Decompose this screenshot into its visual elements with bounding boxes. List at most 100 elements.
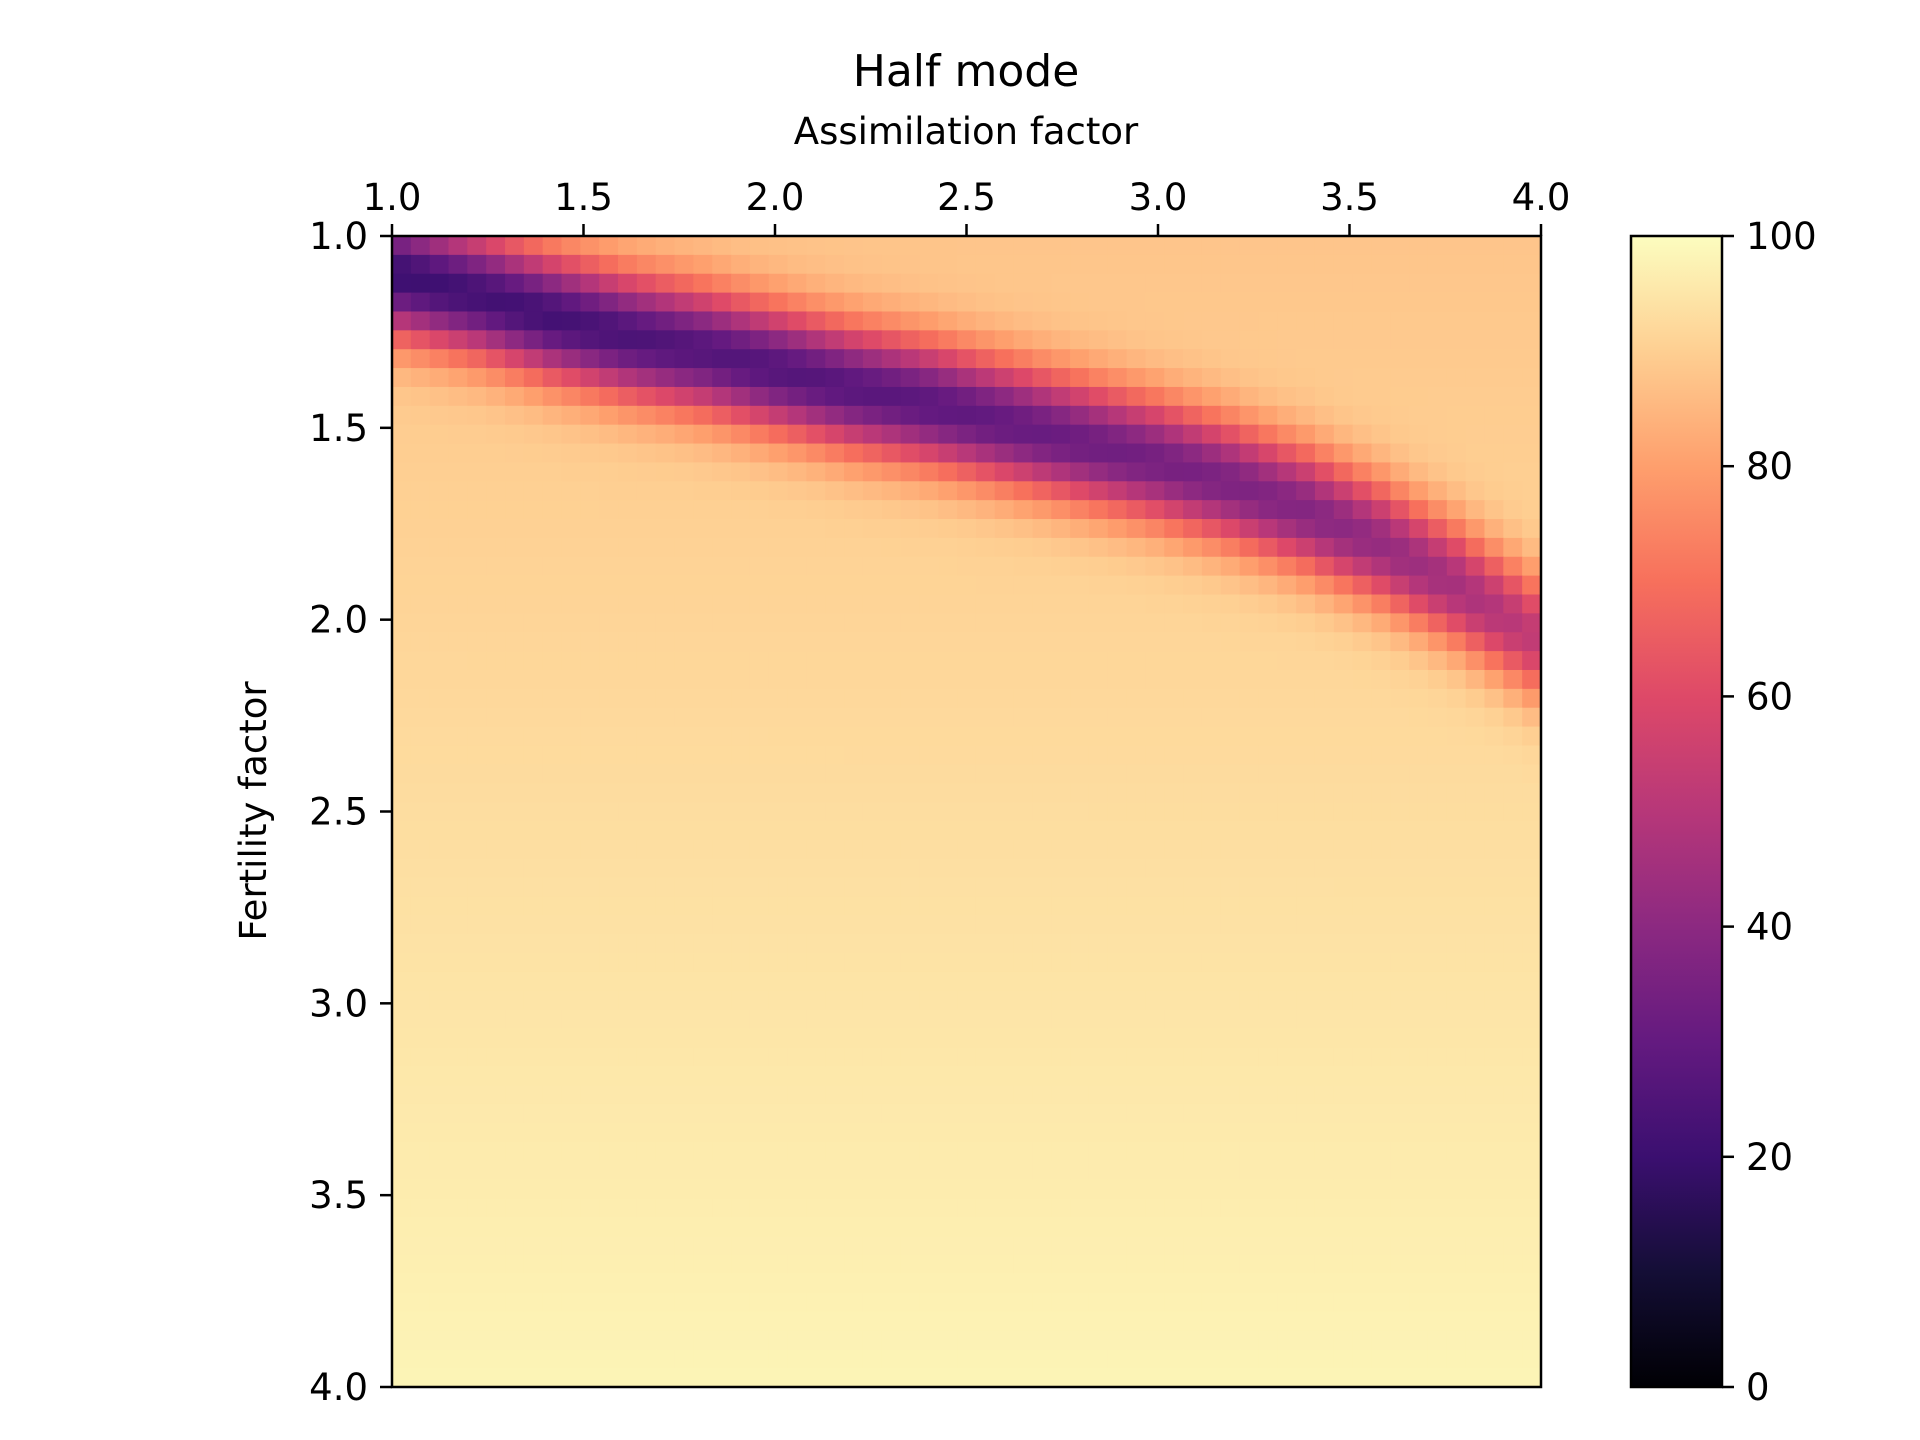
heatmap-cell bbox=[957, 1330, 977, 1350]
heatmap-cell bbox=[1352, 1028, 1373, 1048]
heatmap-cell bbox=[1088, 254, 1109, 275]
heatmap-cell bbox=[1051, 1047, 1071, 1067]
heatmap-cell bbox=[1371, 1141, 1391, 1162]
heatmap-cell bbox=[731, 1330, 751, 1350]
heatmap-cell bbox=[561, 575, 581, 596]
heatmap-cell bbox=[542, 519, 563, 539]
heatmap-cell bbox=[1070, 1273, 1090, 1294]
heatmap-cell bbox=[1427, 745, 1448, 765]
heatmap-cell bbox=[392, 688, 412, 709]
heatmap-cell bbox=[561, 1047, 581, 1067]
heatmap-cell bbox=[1314, 537, 1335, 558]
heatmap-cell bbox=[1013, 1009, 1034, 1030]
heatmap-cell bbox=[1522, 783, 1542, 803]
heatmap-cell bbox=[881, 443, 902, 464]
heatmap-cell bbox=[768, 877, 789, 898]
heatmap-cell bbox=[749, 1349, 770, 1369]
heatmap-cell bbox=[919, 1349, 939, 1369]
heatmap-cell bbox=[1465, 1179, 1486, 1199]
heatmap-cell bbox=[1013, 575, 1034, 596]
heatmap-cell bbox=[844, 726, 864, 747]
heatmap-cell bbox=[486, 839, 506, 860]
heatmap-cell bbox=[448, 556, 468, 577]
heatmap-cell bbox=[1239, 349, 1260, 369]
heatmap-cell bbox=[787, 1273, 807, 1294]
heatmap-cell bbox=[1220, 1066, 1241, 1086]
heatmap-cell bbox=[693, 405, 713, 426]
heatmap-cell bbox=[768, 707, 789, 728]
heatmap-cell bbox=[1484, 1122, 1504, 1143]
heatmap-cell bbox=[542, 424, 563, 445]
heatmap-cell bbox=[1333, 594, 1354, 614]
heatmap-cell bbox=[636, 783, 657, 803]
heatmap-cell bbox=[1258, 1236, 1278, 1256]
heatmap-cell bbox=[580, 707, 600, 728]
heatmap-cell bbox=[844, 783, 864, 803]
heatmap-cell bbox=[486, 971, 506, 992]
heatmap-cell bbox=[429, 386, 450, 407]
heatmap-cell bbox=[523, 443, 544, 464]
heatmap-cell bbox=[1446, 1179, 1467, 1199]
heatmap-cell bbox=[957, 537, 977, 558]
heatmap-cell bbox=[429, 726, 450, 747]
heatmap-cell bbox=[1201, 349, 1222, 369]
heatmap-cell bbox=[1484, 1160, 1504, 1181]
heatmap-cell bbox=[749, 877, 770, 898]
heatmap-cell bbox=[561, 1273, 581, 1294]
heatmap-cell bbox=[1051, 1254, 1071, 1275]
heatmap-cell bbox=[1277, 858, 1297, 879]
heatmap-cell bbox=[1427, 1085, 1448, 1105]
heatmap-cell bbox=[1390, 1066, 1410, 1086]
heatmap-cell bbox=[806, 1103, 826, 1124]
heatmap-cell bbox=[1371, 1236, 1391, 1256]
heatmap-cell bbox=[1314, 311, 1335, 331]
heatmap-cell bbox=[787, 915, 807, 935]
heatmap-cell bbox=[542, 500, 563, 520]
heatmap-cell bbox=[1333, 707, 1354, 728]
heatmap-cell bbox=[749, 1330, 770, 1350]
heatmap-cell bbox=[467, 500, 487, 520]
heatmap-cell bbox=[1088, 726, 1109, 747]
heatmap-cell bbox=[957, 971, 977, 992]
heatmap-cell bbox=[1088, 386, 1109, 407]
heatmap-cell bbox=[618, 783, 638, 803]
heatmap-cell bbox=[1032, 481, 1052, 501]
heatmap-cell bbox=[806, 236, 826, 256]
heatmap-cell bbox=[1465, 311, 1486, 331]
heatmap-cell bbox=[1333, 1047, 1354, 1067]
heatmap-cell bbox=[1013, 462, 1034, 482]
heatmap-cell bbox=[844, 330, 864, 350]
heatmap-cell bbox=[749, 1198, 770, 1218]
heatmap-cell bbox=[1164, 1292, 1184, 1313]
heatmap-cell bbox=[994, 1047, 1015, 1067]
heatmap-cell bbox=[731, 254, 751, 275]
heatmap-cell bbox=[1013, 1330, 1034, 1350]
heatmap-cell bbox=[1333, 1254, 1354, 1275]
heatmap-cell bbox=[1145, 613, 1165, 633]
heatmap-cell bbox=[900, 877, 921, 898]
heatmap-cell bbox=[1446, 311, 1467, 331]
heatmap-cell bbox=[1183, 1141, 1203, 1162]
heatmap-cell bbox=[1239, 1160, 1260, 1181]
heatmap-cell bbox=[674, 575, 694, 596]
heatmap-cell bbox=[787, 292, 807, 313]
heatmap-cell bbox=[1051, 726, 1071, 747]
heatmap-cell bbox=[1371, 1273, 1391, 1294]
heatmap-cell bbox=[599, 1349, 619, 1369]
heatmap-cell bbox=[1220, 311, 1241, 331]
heatmap-cell bbox=[787, 1141, 807, 1162]
heatmap-cell bbox=[1258, 424, 1278, 445]
heatmap-cell bbox=[1013, 1198, 1034, 1218]
heatmap-cell bbox=[787, 764, 807, 784]
heatmap-cell bbox=[862, 669, 883, 690]
heatmap-cell bbox=[486, 537, 506, 558]
heatmap-cell bbox=[1465, 519, 1486, 539]
heatmap-cell bbox=[1371, 613, 1391, 633]
heatmap-cell bbox=[994, 1009, 1015, 1030]
heatmap-cell bbox=[693, 726, 713, 747]
heatmap-cell bbox=[1201, 273, 1222, 294]
heatmap-cell bbox=[429, 1085, 450, 1105]
heatmap-cell bbox=[957, 669, 977, 690]
heatmap-cell bbox=[1051, 896, 1071, 916]
heatmap-cell bbox=[1427, 537, 1448, 558]
